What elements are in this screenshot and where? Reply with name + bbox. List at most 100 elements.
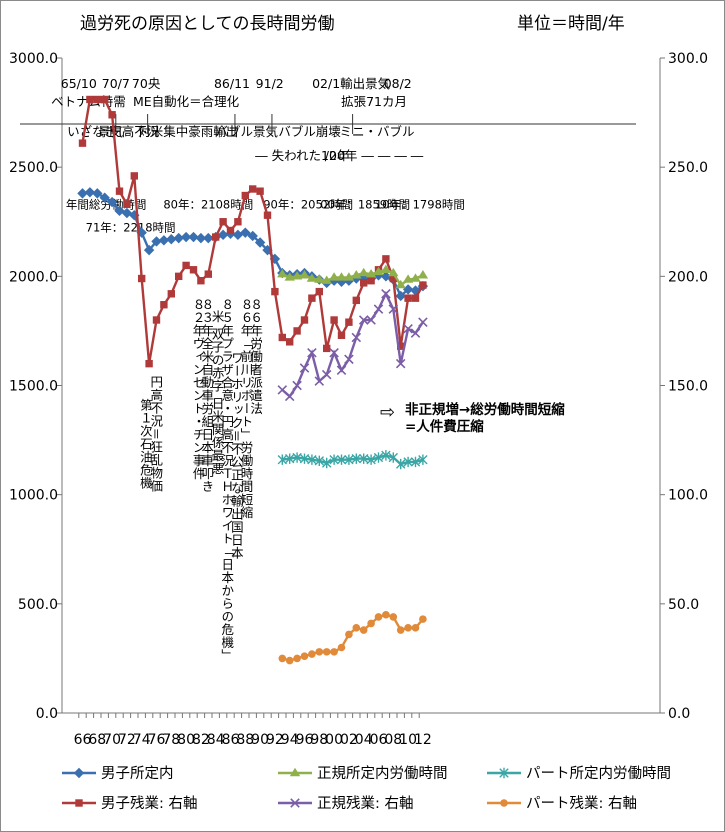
legend-label: パート所定内労働時間 [526,765,671,782]
callout-line-2: =人件費圧縮 [405,418,484,435]
total-hours-label: 00年：1859時間 [320,197,410,211]
data-point [345,630,353,639]
era-label: 対米集中豪雨輸出 [138,124,238,139]
data-point [374,613,383,621]
data-point [323,344,331,353]
data-point [307,347,317,358]
data-point [344,454,354,465]
data-point [262,244,273,256]
data-point [234,218,242,226]
data-point [247,230,258,242]
data-point [321,275,332,284]
data-point [403,456,413,468]
series-layer [77,95,429,665]
series-4 [277,450,428,470]
data-point [204,270,212,278]
x-tick-label: 98 [310,732,328,748]
series-2 [277,264,429,289]
data-point [329,454,339,465]
x-tick-label: 72 [118,732,136,748]
data-point [411,624,420,632]
event-label: ８６年労働者派遣法 [248,298,263,415]
legend-swatch-marker [290,798,300,808]
x-tick-label: 68 [88,732,106,748]
data-point [277,268,288,278]
data-point [121,207,133,219]
right-tick-label: 250.0 [668,160,708,176]
data-point [86,95,94,104]
data-point [373,452,384,463]
data-point [418,454,428,465]
era-label: ― 失われた10年 [255,148,349,163]
data-point [358,315,369,325]
data-point [92,188,103,199]
data-point [300,316,309,324]
data-point [322,648,331,656]
right-tick-label: 100.0 [668,488,708,504]
data-point [343,272,355,281]
event-label: ８２年ヴィンセント・チン事件 [190,298,205,480]
legend-swatch-marker [73,767,85,779]
event-label: 米 双子の赤字 日米関係最悪 [210,310,225,475]
data-point [78,139,87,147]
x-tick-label: 00 [325,732,343,748]
data-point [299,363,310,373]
data-point [292,380,302,391]
data-point [359,626,368,634]
right-tick-label: 0.0 [668,706,690,722]
data-point [293,654,301,663]
era-label: 91/2 [256,76,284,91]
data-point [277,454,287,465]
data-point [278,654,287,663]
right-axis: 0.0 50.0 100.0 150.0 200.0 250.0 300.0 [660,51,708,722]
data-point [145,359,153,368]
data-point [285,656,294,665]
data-point [315,648,324,656]
x-tick-label: 02 [340,732,358,748]
data-point [352,624,361,632]
data-point [410,273,421,282]
data-point [395,279,406,289]
total-hours-label: 90年：2052時間 [263,197,353,211]
data-point [329,347,339,358]
x-axis: 6668707274767880828486889092949698000204… [74,713,432,748]
legend-item: 正規所定内労働時間 [278,765,448,782]
x-tick-label: 84 [207,732,225,748]
data-point [314,455,324,467]
era-label: 08/2 [384,76,412,91]
series-line [281,291,424,399]
data-point [167,290,175,298]
left-tick-label: 1000.0 [9,488,58,504]
era-label: 70/7 [102,76,130,91]
x-tick-label: 80 [177,732,195,748]
data-point [256,187,264,195]
data-point [203,232,214,244]
era-label: 景気 [98,124,123,139]
total-hours-label: 10年：1798時間 [375,197,465,211]
data-point [212,233,220,241]
data-point [395,290,406,302]
data-point [240,227,251,238]
x-tick-label: 82 [192,732,210,748]
era-label: /20年 ― ― ― ― [325,148,424,163]
x-tick-label: 04 [355,732,373,748]
data-point [101,95,109,104]
data-point [396,626,405,634]
chart-title: 過労死の原因としての長時間労働 [80,14,335,34]
x-tick-label: 10 [399,732,417,748]
x-tick-label: 06 [370,732,388,748]
data-point [308,650,316,658]
data-point [188,231,199,243]
data-point [315,287,323,296]
era-label: 86/11 [214,76,250,91]
data-point [123,200,131,208]
data-point [284,272,295,281]
data-point [299,453,310,464]
left-tick-label: 2500.0 [9,160,58,176]
data-point [292,452,302,463]
data-point [410,328,421,338]
legend-item: 男子所定内 [62,765,174,782]
era-label: 02/1輸出景気 [312,76,390,91]
unit-label: 単位＝時間/年 [517,14,625,34]
